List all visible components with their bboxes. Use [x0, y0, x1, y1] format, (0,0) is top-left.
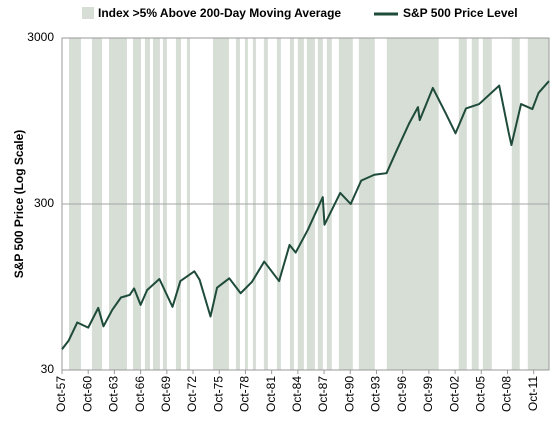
x-tick-label: Oct-11 — [526, 376, 540, 411]
legend-label: S&P 500 Price Level — [403, 6, 518, 20]
x-tick-label: Oct-87 — [316, 376, 330, 412]
x-tick-label: Oct-99 — [421, 376, 435, 412]
y-tick-label: 3000 — [27, 30, 54, 44]
x-tick-label: Oct-63 — [107, 376, 121, 412]
x-tick-label: Oct-05 — [473, 376, 487, 412]
legend-label: Index >5% Above 200-Day Moving Average — [98, 6, 341, 20]
x-tick-label: Oct-08 — [500, 376, 514, 412]
x-tick-label: Oct-69 — [159, 376, 173, 412]
x-tick-label: Oct-84 — [290, 376, 304, 412]
x-tick-label: Oct-93 — [369, 376, 383, 412]
legend-swatch — [82, 7, 94, 19]
price-line — [61, 80, 550, 350]
x-tick-label: Oct-66 — [133, 376, 147, 412]
y-axis-title: S&P 500 Price (Log Scale) — [12, 130, 26, 279]
x-tick-label: Oct-75 — [211, 376, 225, 412]
x-tick-label: Oct-90 — [342, 376, 356, 412]
x-tick-label: Oct-96 — [395, 376, 409, 412]
x-tick-label: Oct-72 — [185, 376, 199, 412]
x-tick-label: Oct-02 — [447, 376, 461, 412]
x-tick-label: Oct-60 — [80, 376, 94, 412]
y-tick-label: 30 — [41, 362, 55, 376]
plot-frame — [61, 37, 550, 371]
y-tick-label: 300 — [34, 196, 54, 210]
x-tick-label: Oct-78 — [238, 376, 252, 412]
x-tick-label: Oct-81 — [264, 376, 278, 412]
x-tick-label: Oct-57 — [54, 376, 68, 412]
